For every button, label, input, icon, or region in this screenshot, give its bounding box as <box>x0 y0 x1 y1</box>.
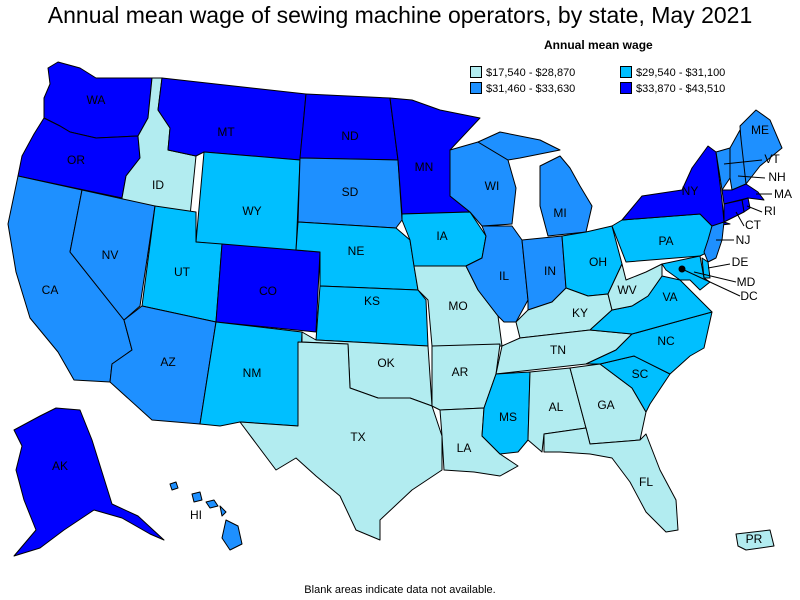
legend-title: Annual mean wage <box>544 38 653 52</box>
state-mt[interactable] <box>157 77 307 161</box>
state-label-sd: SD <box>342 185 359 199</box>
state-label-or: OR <box>67 153 85 167</box>
legend-item-bin-1: $29,540 - $31,100 <box>620 66 725 80</box>
callout-line-ct <box>735 211 745 227</box>
legend-swatch-bin-1 <box>620 66 632 78</box>
map-title: Annual mean wage of sewing machine opera… <box>47 2 753 28</box>
state-nv[interactable] <box>69 189 156 321</box>
state-label-dc: DC <box>740 289 758 303</box>
legend-swatch-bin-3 <box>620 82 632 94</box>
state-label-ny: NY <box>682 184 699 198</box>
state-label-vt: VT <box>764 152 780 166</box>
state-wy[interactable] <box>195 151 301 253</box>
state-label-sc: SC <box>632 367 649 381</box>
state-label-mo: MO <box>448 299 467 313</box>
callout-lines <box>681 159 772 297</box>
state-label-mt: MT <box>217 125 235 139</box>
legend-label-bin-1: $29,540 - $31,100 <box>636 67 726 79</box>
callout-line-dc <box>681 268 741 297</box>
state-label-ak: AK <box>52 459 68 473</box>
state-label-wv: WV <box>617 283 636 297</box>
state-label-in: IN <box>544 264 556 278</box>
state-ct[interactable] <box>723 199 745 223</box>
state-pr[interactable] <box>735 529 775 551</box>
state-label-ms: MS <box>499 410 517 424</box>
state-label-mn: MN <box>415 160 434 174</box>
state-label-fl: FL <box>639 475 653 489</box>
callout-line-ri <box>746 205 763 213</box>
state-co[interactable] <box>215 243 321 333</box>
state-ny[interactable] <box>621 145 731 227</box>
state-label-ks: KS <box>364 294 380 308</box>
state-label-ia: IA <box>436 229 447 243</box>
state-label-nj: NJ <box>736 233 751 247</box>
state-label-me: ME <box>751 123 769 137</box>
state-label-hi: HI <box>190 508 202 522</box>
state-label-de: DE <box>732 255 749 269</box>
state-md[interactable] <box>661 255 711 291</box>
state-label-wi: WI <box>485 179 500 193</box>
state-label-mi: MI <box>553 206 566 220</box>
state-shapes <box>7 61 783 557</box>
state-label-nm: NM <box>243 366 262 380</box>
legend-item-bin-0: $17,540 - $28,870 <box>470 66 575 80</box>
state-hi[interactable] <box>169 481 243 551</box>
state-ak[interactable] <box>13 407 165 557</box>
state-mi[interactable] <box>477 131 593 237</box>
state-tx[interactable] <box>239 341 443 541</box>
callout-line-nh <box>737 175 766 179</box>
state-sd[interactable] <box>297 157 403 229</box>
footnote: Blank areas indicate data not available. <box>304 584 496 596</box>
state-label-az: AZ <box>160 355 175 369</box>
state-de[interactable] <box>701 257 711 279</box>
state-label-il: IL <box>499 269 509 283</box>
legend-swatch-bin-0 <box>470 66 482 78</box>
state-label-ma: MA <box>774 187 792 201</box>
state-ks[interactable] <box>315 285 429 347</box>
state-label-ca: CA <box>42 283 59 297</box>
state-label-nd: ND <box>341 129 359 143</box>
state-il[interactable] <box>465 225 529 323</box>
state-label-tx: TX <box>350 430 365 444</box>
legend-label-bin-3: $33,870 - $43,510 <box>636 83 726 95</box>
callout-line-md <box>693 271 737 283</box>
legend-item-bin-3: $33,870 - $43,510 <box>620 82 725 96</box>
state-label-ct: CT <box>745 218 762 232</box>
state-label-tn: TN <box>550 343 566 357</box>
callout-line-de <box>707 263 731 269</box>
state-nj[interactable] <box>703 221 725 263</box>
state-label-nv: NV <box>102 248 119 262</box>
state-label-pa: PA <box>658 234 673 248</box>
state-label-oh: OH <box>589 255 607 269</box>
state-nd[interactable] <box>299 93 399 161</box>
legend-label-bin-2: $31,460 - $33,630 <box>486 83 576 95</box>
state-label-co: CO <box>259 284 277 298</box>
state-label-id: ID <box>152 178 164 192</box>
state-fl[interactable] <box>543 427 679 533</box>
state-label-md: MD <box>737 275 756 289</box>
legend-swatch-bin-2 <box>470 82 482 94</box>
state-label-ne: NE <box>348 244 365 258</box>
state-label-wy: WY <box>242 204 261 218</box>
state-label-nc: NC <box>657 334 675 348</box>
state-labels: WA OR CA ID NV MT WY UT AZ CO NM ND SD N… <box>42 93 792 546</box>
state-label-al: AL <box>549 400 564 414</box>
legend-label-bin-0: $17,540 - $28,870 <box>486 67 576 79</box>
state-label-ga: GA <box>597 398 614 412</box>
state-label-la: LA <box>457 441 472 455</box>
legend-item-bin-2: $31,460 - $33,630 <box>470 82 575 96</box>
state-label-ut: UT <box>174 265 191 279</box>
state-label-nh: NH <box>768 170 785 184</box>
state-label-ok: OK <box>377 356 394 370</box>
state-wv[interactable] <box>607 263 663 311</box>
state-label-wa: WA <box>87 93 106 107</box>
state-label-va: VA <box>662 290 677 304</box>
state-nc[interactable] <box>585 311 713 375</box>
state-label-pr: PR <box>746 532 763 546</box>
state-label-ky: KY <box>572 306 588 320</box>
state-label-ar: AR <box>452 365 469 379</box>
state-label-ri: RI <box>764 204 776 218</box>
callout-line-vt <box>723 159 763 165</box>
